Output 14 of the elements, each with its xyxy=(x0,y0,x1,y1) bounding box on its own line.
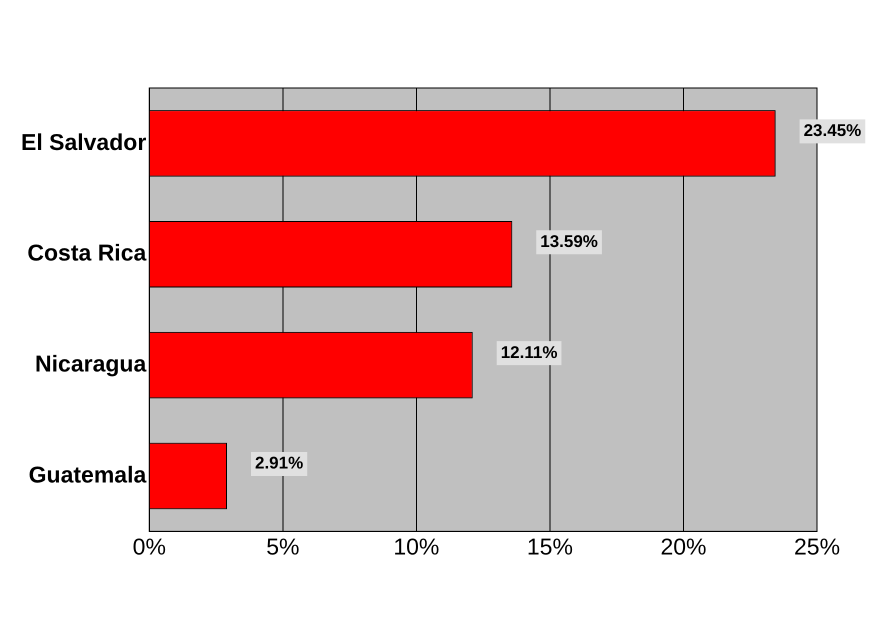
data-label: 2.91% xyxy=(255,454,304,473)
x-tick-label: 25% xyxy=(794,534,840,560)
x-tick-label: 5% xyxy=(266,534,300,560)
data-label: 13.59% xyxy=(540,232,598,251)
y-tick-label: El Salvador xyxy=(20,128,146,155)
x-tick-label: 10% xyxy=(393,534,440,560)
x-tick-label: 0% xyxy=(132,534,166,560)
x-tick-label: 15% xyxy=(526,534,573,560)
y-tick-label: Costa Rica xyxy=(27,240,146,266)
data-label: 12.11% xyxy=(500,342,558,362)
y-tick-label: Nicaragua xyxy=(35,350,146,376)
x-tick-label: 20% xyxy=(660,534,706,560)
data-label: 23.45% xyxy=(804,121,862,140)
y-tick-label: Guatemala xyxy=(28,461,146,488)
